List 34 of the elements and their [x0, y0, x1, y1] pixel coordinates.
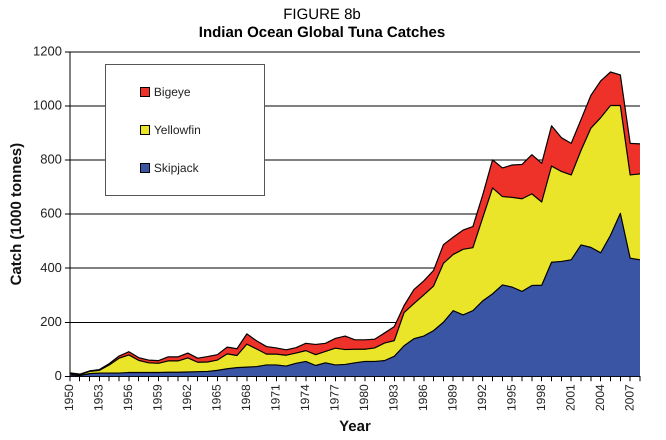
chart-title: FIGURE 8b [283, 6, 361, 24]
x-tick-label: 1956 [121, 384, 136, 412]
x-tick-label: 1959 [150, 384, 165, 412]
legend-label: Skipjack [154, 161, 199, 175]
x-tick-label: 1950 [62, 384, 76, 412]
x-axis-title: Year [339, 418, 371, 436]
x-tick-label: 2007 [622, 384, 636, 412]
y-axis-title: Catch (1000 tonnes) [8, 142, 26, 286]
x-tick-label: 2004 [592, 384, 607, 412]
chart-subtitle: Indian Ocean Global Tuna Catches [198, 24, 446, 42]
y-tick-label: 600 [40, 206, 62, 221]
x-tick-label: 1968 [239, 384, 254, 412]
x-tick-label: 2001 [564, 384, 578, 412]
x-tick-label: 1971 [268, 384, 283, 412]
x-tick-label: 1992 [475, 384, 490, 412]
y-tick-label: 200 [40, 314, 62, 329]
x-tick-label: 1998 [534, 384, 548, 412]
y-tick-label: 800 [40, 152, 62, 167]
y-tick-label: 400 [40, 260, 62, 275]
y-tick-label: 0 [54, 368, 62, 383]
x-tick-label: 1974 [298, 384, 312, 412]
x-tick-label: 1995 [504, 384, 519, 412]
x-tick-label: 1980 [357, 384, 372, 412]
x-tick-label: 1977 [328, 384, 342, 412]
y-tick-label: 1200 [33, 44, 62, 59]
x-tick-label: 1983 [386, 384, 401, 412]
x-tick-label: 1953 [92, 384, 106, 412]
x-tick-label: 1965 [210, 384, 224, 412]
x-tick-label: 1986 [416, 384, 430, 412]
x-tick-label: 1989 [446, 384, 460, 412]
legend-label: Yellowfin [154, 123, 201, 137]
x-tick-label: 1962 [180, 384, 194, 412]
legend-label: Bigeye [154, 85, 191, 99]
y-tick-label: 1000 [33, 98, 62, 113]
